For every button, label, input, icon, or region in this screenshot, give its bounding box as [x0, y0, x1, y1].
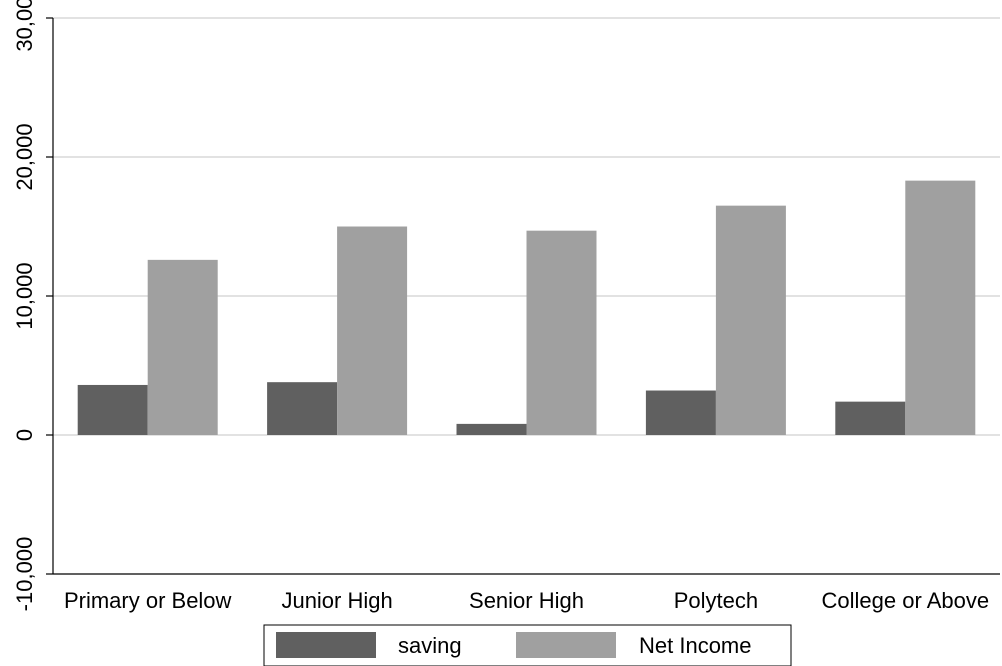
bar-saving — [77, 384, 148, 435]
bars — [77, 180, 976, 435]
y-tick-label: 10,000 — [12, 262, 37, 329]
y-tick-label: 30,000 — [12, 0, 37, 52]
bar-net-income — [147, 259, 218, 435]
bar-saving — [456, 423, 527, 435]
x-axis-ticks: Primary or Below Junior High Senior High Po… — [64, 588, 989, 613]
legend-label-saving: saving — [398, 633, 462, 658]
bar-saving — [267, 382, 338, 435]
x-tick-label: College or Above — [822, 588, 990, 613]
bar-saving — [645, 390, 716, 435]
legend-swatch-net-income — [516, 632, 616, 658]
bar-saving — [835, 401, 906, 435]
bar-net-income — [337, 226, 408, 435]
legend-swatch-saving — [276, 632, 376, 658]
x-tick-label: Junior High — [281, 588, 392, 613]
x-tick-label: Senior High — [469, 588, 584, 613]
y-tick-label: -10,000 — [12, 537, 37, 612]
bar-net-income — [715, 205, 786, 435]
y-tick-label: 20,000 — [12, 123, 37, 190]
legend-label-net-income: Net Income — [639, 633, 752, 658]
bar-net-income — [905, 180, 976, 435]
x-tick-label: Polytech — [674, 588, 758, 613]
x-tick-label: Primary or Below — [64, 588, 232, 613]
bar-net-income — [526, 230, 597, 435]
legend: saving Net Income — [263, 624, 792, 666]
y-axis-ticks: -10,000 0 10,000 20,000 30,000 — [12, 0, 53, 611]
y-tick-label: 0 — [12, 429, 37, 441]
